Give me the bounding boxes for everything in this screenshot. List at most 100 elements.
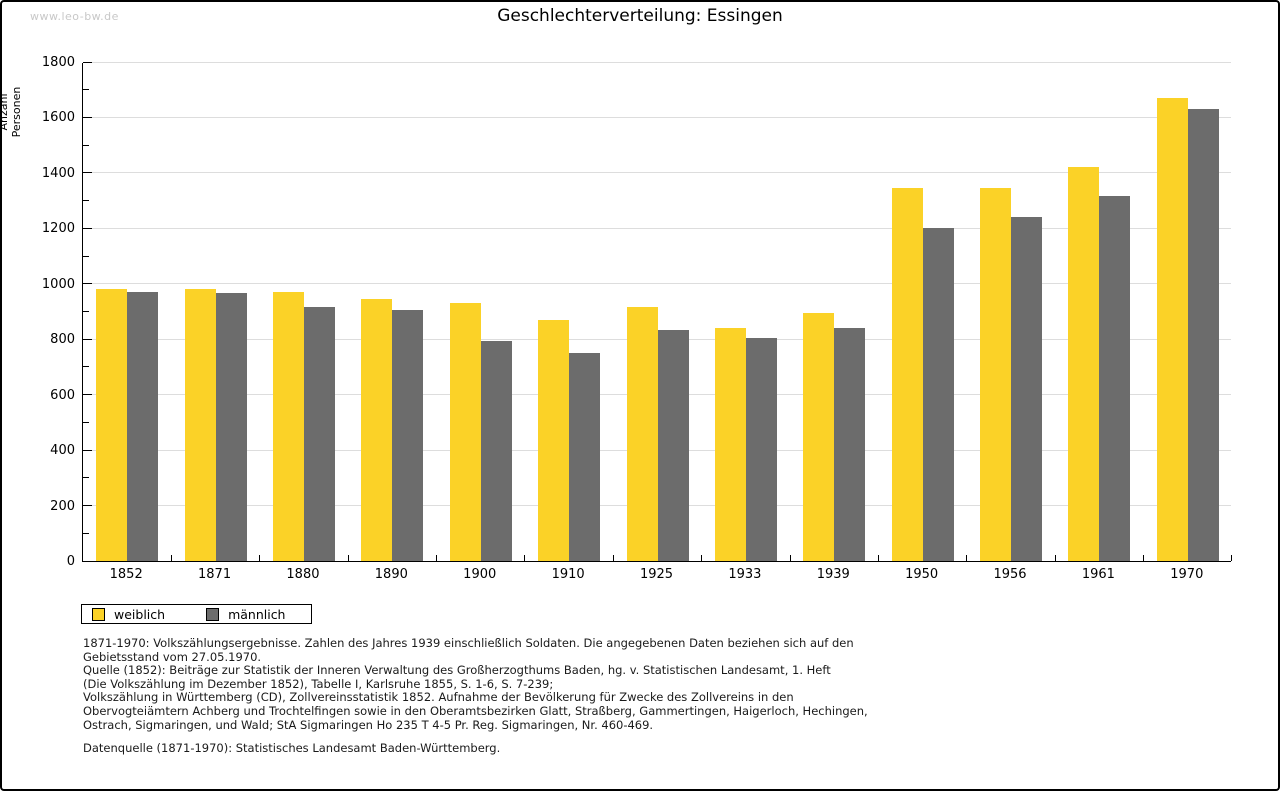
bar-weiblich-1950 <box>891 188 923 561</box>
y-tick-label-1800: 1800 <box>41 55 75 70</box>
bar-weiblich-1956 <box>980 188 1012 561</box>
y-tick-600 <box>83 394 92 396</box>
y-tick-label-0: 0 <box>66 554 75 569</box>
bar-weiblich-1900 <box>449 303 481 561</box>
y-tick-500 <box>83 421 89 423</box>
x-tick-label-1933: 1933 <box>728 567 762 582</box>
y-tick-label-600: 600 <box>50 387 75 403</box>
bar-männlich-1871 <box>215 293 247 561</box>
y-tick-1000 <box>83 283 92 285</box>
y-tick-400 <box>83 449 92 451</box>
legend-swatch-weiblich <box>92 607 105 621</box>
bar-weiblich-1852 <box>96 289 128 561</box>
x-tick-label-1910: 1910 <box>551 567 585 582</box>
legend-item-weiblich: weiblich <box>92 607 177 622</box>
y-tick-1200 <box>83 227 92 229</box>
x-tick-label-1900: 1900 <box>463 567 497 582</box>
x-tick-2 <box>259 555 261 561</box>
x-tick-label-1950: 1950 <box>905 567 939 582</box>
x-tick-11 <box>1054 555 1056 561</box>
y-tick-900 <box>83 311 89 312</box>
x-tick-label-1956: 1956 <box>993 567 1027 582</box>
bar-weiblich-1933 <box>714 328 746 561</box>
bar-weiblich-1925 <box>626 307 658 561</box>
bar-männlich-1950 <box>922 228 954 561</box>
legend: weiblich männlich <box>81 604 313 624</box>
gridline-1600 <box>83 116 1231 118</box>
bar-männlich-1890 <box>392 310 424 561</box>
bar-männlich-1900 <box>480 340 512 561</box>
x-tick-1 <box>170 555 172 561</box>
x-tick-4 <box>436 555 438 561</box>
gridline-1400 <box>83 172 1231 174</box>
footer-line-3: Quelle (1852): Beiträge zur Statistik de… <box>83 663 831 678</box>
footer-line-2: Gebietsstand vom 27.05.1970. <box>83 649 262 664</box>
x-tick-7 <box>701 555 703 561</box>
y-tick-1600 <box>83 116 92 118</box>
bar-weiblich-1880 <box>272 292 304 561</box>
legend-label-männlich: männlich <box>228 606 286 622</box>
footer-line-6: Obervogteiämtern Achberg und Trochtelfin… <box>83 703 868 718</box>
x-tick-3 <box>347 555 349 561</box>
x-tick-12 <box>1143 555 1145 561</box>
x-tick-6 <box>612 555 614 561</box>
bar-männlich-1939 <box>834 328 866 561</box>
y-tick-1400 <box>83 172 92 174</box>
x-tick-label-1871: 1871 <box>198 567 232 582</box>
bar-männlich-1852 <box>127 292 159 561</box>
bar-weiblich-1871 <box>184 289 216 561</box>
bar-männlich-1961 <box>1099 196 1131 561</box>
bar-weiblich-1970 <box>1156 98 1188 561</box>
y-tick-label-1600: 1600 <box>41 110 75 126</box>
footer-source-text: 1871-1970: Volkszählungsergebnisse. Zahl… <box>83 636 868 732</box>
x-tick-label-1961: 1961 <box>1081 567 1115 582</box>
y-tick-200 <box>83 505 92 507</box>
legend-swatch-männlich <box>206 607 220 621</box>
x-tick-label-1852: 1852 <box>109 567 143 582</box>
bar-männlich-1970 <box>1187 109 1219 561</box>
x-tick-10 <box>966 555 968 561</box>
legend-item-männlich: männlich <box>206 607 297 622</box>
y-tick-label-1000: 1000 <box>41 276 75 292</box>
bar-männlich-1925 <box>657 329 689 561</box>
y-tick-label-800: 800 <box>50 332 75 348</box>
x-tick-label-1925: 1925 <box>639 567 674 582</box>
x-tick-13 <box>1231 555 1232 561</box>
x-tick-label-1970: 1970 <box>1170 567 1204 582</box>
y-tick-1500 <box>83 144 89 146</box>
bar-weiblich-1890 <box>361 299 393 561</box>
y-tick-100 <box>83 532 89 534</box>
x-tick-label-1890: 1890 <box>374 567 408 582</box>
y-tick-300 <box>83 477 89 479</box>
y-tick-label-1400: 1400 <box>41 165 75 181</box>
x-tick-label-1939: 1939 <box>816 567 850 582</box>
bar-männlich-1933 <box>745 337 777 561</box>
footer-line-5: Volkszählung in Württemberg (CD), Zollve… <box>83 690 794 705</box>
gridline-1200 <box>83 227 1231 229</box>
legend-label-weiblich: weiblich <box>114 606 166 622</box>
y-tick-label-200: 200 <box>50 498 75 514</box>
footer-line-4: (Die Volkszählung im Dezember 1852), Tab… <box>83 676 554 691</box>
y-tick-1700 <box>83 89 89 91</box>
y-tick-label-400: 400 <box>50 443 75 459</box>
gridline-1000 <box>83 283 1231 285</box>
y-tick-800 <box>83 338 92 340</box>
footer-line-7: Ostrach, Sigmaringen, und Wald; StA Sigm… <box>83 717 654 732</box>
x-tick-8 <box>789 555 791 561</box>
bar-weiblich-1961 <box>1068 167 1100 561</box>
y-tick-1300 <box>83 200 89 202</box>
y-axis-tick-labels: 0 200 400 600 800 1000 1200 1400 1600 1800 <box>2 2 75 602</box>
bar-weiblich-1939 <box>803 312 835 561</box>
y-tick-label-1200: 1200 <box>41 221 75 237</box>
bar-weiblich-1910 <box>538 319 570 561</box>
y-tick-700 <box>83 366 89 368</box>
footer-line-1: 1871-1970: Volkszählungsergebnisse. Zahl… <box>83 636 854 650</box>
bar-männlich-1956 <box>1011 217 1043 561</box>
bar-männlich-1880 <box>303 307 335 561</box>
chart-title: Geschlechterverteilung: Essingen <box>497 6 783 26</box>
x-tick-label-1880: 1880 <box>286 567 320 582</box>
watermark-leo-bw: www.leo-bw.de <box>30 10 119 23</box>
x-tick-9 <box>877 555 879 561</box>
plot-area <box>82 61 1232 562</box>
